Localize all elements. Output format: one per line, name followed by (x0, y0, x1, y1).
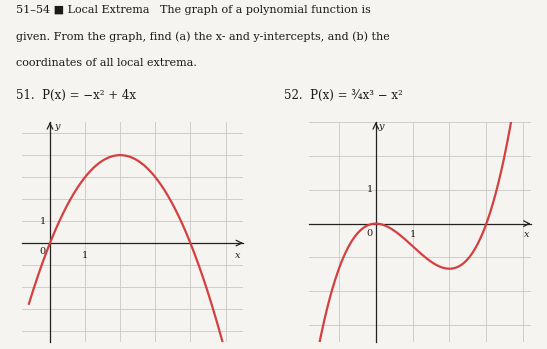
Text: 0: 0 (366, 229, 373, 238)
Text: x: x (235, 251, 241, 260)
Text: coordinates of all local extrema.: coordinates of all local extrema. (16, 58, 197, 68)
Text: 1: 1 (40, 217, 46, 225)
Text: given. From the graph, find (a) the x- and y-intercepts, and (b) the: given. From the graph, find (a) the x- a… (16, 31, 390, 42)
Text: 1: 1 (82, 251, 88, 260)
Text: 51.  P(x) = −x² + 4x: 51. P(x) = −x² + 4x (16, 89, 136, 102)
Text: 0: 0 (39, 247, 46, 257)
Text: 51–54 ■ Local Extrema   The graph of a polynomial function is: 51–54 ■ Local Extrema The graph of a pol… (16, 5, 371, 15)
Text: 52.  P(x) = ¾x³ − x²: 52. P(x) = ¾x³ − x² (284, 89, 403, 102)
Text: 1: 1 (366, 185, 373, 194)
Text: y: y (379, 122, 384, 131)
Text: y: y (54, 122, 60, 131)
Text: 1: 1 (410, 230, 416, 239)
Text: x: x (524, 230, 529, 239)
